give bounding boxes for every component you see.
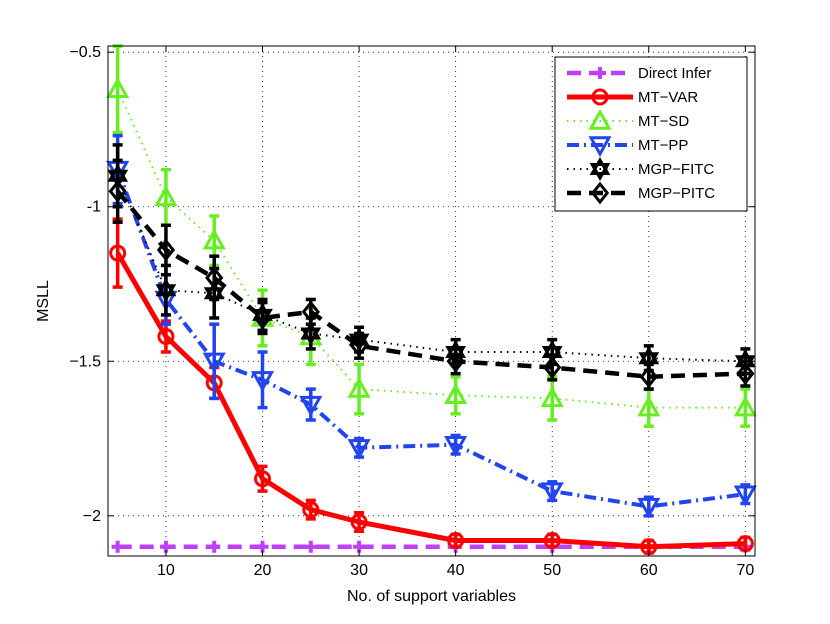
y-tick-label: −2 [83,508,101,525]
series-mt-pp-point [299,395,323,417]
series-direct-infer-point [304,540,317,553]
series-mt-pp-point [202,352,226,374]
x-tick-label: 10 [157,562,175,579]
series-mt-sd-point [347,377,371,398]
x-tick-label: 60 [640,562,658,579]
y-tick-label: −1.5 [69,353,101,370]
legend-mgp-fitc-label: MGP−FITC [638,161,714,178]
legend-direct-infer-label: Direct Infer [638,65,711,82]
series-mgp-pitc-point [301,300,320,324]
x-tick-label: 30 [350,562,368,579]
series-mt-var-point [350,513,368,531]
series-mgp-pitc-point [446,349,465,373]
x-axis-title: No. of support variables [347,588,516,605]
series-mgp-pitc-point [156,238,176,262]
legend-mt-sd-label: MT−SD [638,113,689,130]
series-mt-pp-point [347,439,371,460]
series-mgp-fitc-point [300,321,322,346]
series-mt-sd-line [116,88,746,409]
series-mt-sd-point [106,77,130,98]
x-tick-label: 20 [254,562,272,579]
y-tick-label: −0.5 [69,44,101,61]
x-tick-label: 70 [736,562,754,579]
series-mt-pp-point [637,497,661,519]
series-mt-var-point [109,244,127,262]
legend-mt-var-marker [591,88,609,106]
series-mgp-pitc [108,158,755,391]
series-mt-sd-point [154,185,178,207]
y-tick-label: -1 [87,199,101,216]
series-mt-pp-point [540,482,564,504]
series-mt-pp-point [250,371,275,392]
series-mt-var-point [447,532,465,550]
legend-mgp-fitc-marker [589,157,611,181]
series-mt-pp-point [444,436,468,457]
series-mgp-pitc-line [115,189,746,379]
series-mt-pp-point [733,485,757,507]
legend-mgp-pitc-label: MGP−PITC [638,185,715,202]
data-series [106,44,757,556]
legend: Direct Infer MT−VAR MT−SD MT−PP MGP−FITC MGP−… [554,56,748,212]
plot-frame [107,45,756,557]
series-mgp-fitc-point [155,278,177,303]
series-mt-sd-point [444,383,468,404]
series-mt-var-point [254,470,272,488]
series-direct-infer-point [111,540,124,553]
x-tick-label: 50 [543,562,561,579]
series-mgp-pitc-point [205,266,224,290]
series-mt-var-point [157,328,175,346]
axes: 10 20 30 40 50 60 70 −2 −1.5 -1 −0.5 [69,44,755,579]
series-mt-var-line [115,251,746,550]
series-mgp-pitc-point [543,356,562,379]
series-mt-sd-point [637,395,661,417]
series-mgp-pitc-point [639,365,658,389]
series-mgp-pitc-point [253,306,272,330]
series-mt-sd-point [540,386,564,408]
series-mgp-pitc-point [108,179,127,203]
y-axis-title: MSLL [35,280,52,322]
legend-box [554,56,748,212]
series-direct-infer-point [208,540,221,553]
legend-mgp-pitc-marker [590,181,610,205]
series-mt-sd-point [202,228,226,250]
series-mt-pp-line [115,168,746,509]
legend-mt-sd-marker [588,108,612,130]
x-tick-label: 40 [447,562,465,579]
legend-mt-var-label: MT−VAR [638,89,698,106]
series-mgp-pitc-point [349,334,369,358]
series-mgp-pitc-point [736,362,755,386]
legend-direct-infer-marker [594,67,606,79]
series-mt-var-point [302,501,320,519]
series-mt-var-point [543,532,561,550]
series-mt-sd-point [733,395,757,417]
legend-mt-pp-marker [588,136,612,158]
legend-mt-pp-label: MT−PP [638,137,688,154]
